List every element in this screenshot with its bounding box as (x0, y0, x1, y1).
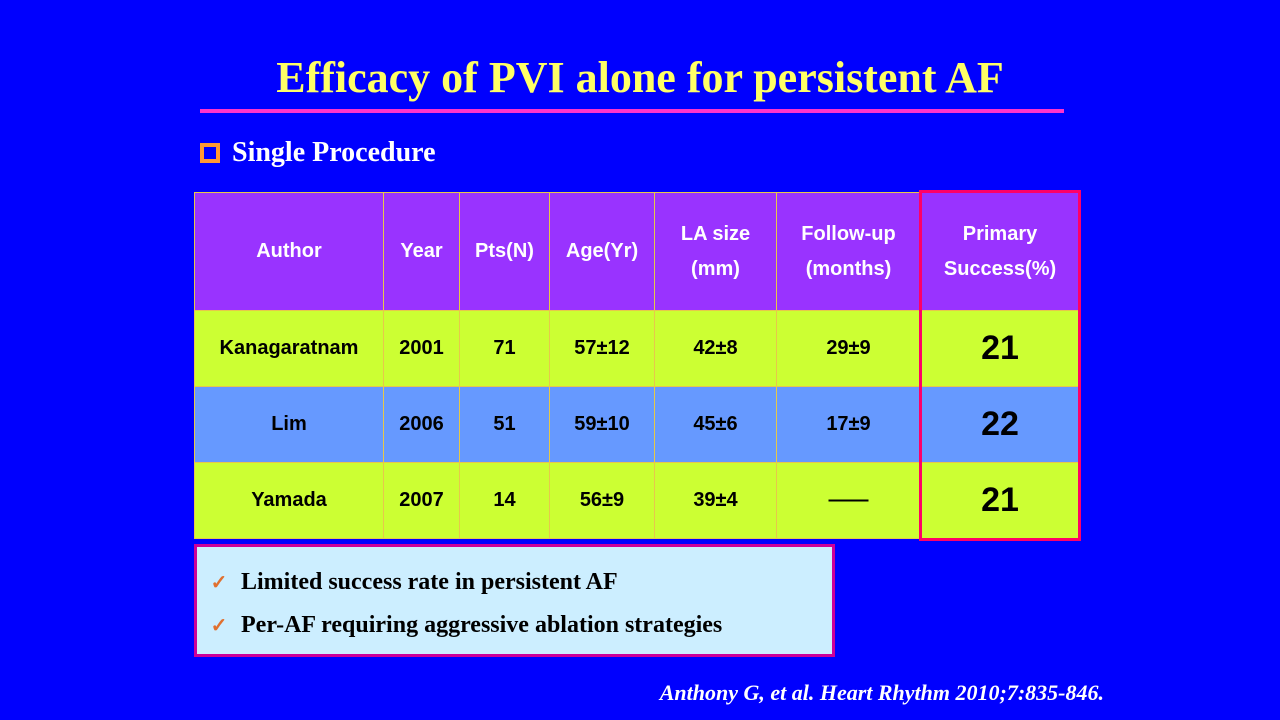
column-header: Follow-up (months) (776, 192, 921, 311)
table-cell: 57±12 (549, 310, 655, 387)
column-header: Author (194, 192, 384, 311)
column-header-line: (months) (805, 257, 892, 280)
column-header: Age(Yr) (549, 192, 655, 311)
table-cell: 39±4 (654, 462, 777, 539)
column-header-line: Primary (962, 222, 1038, 245)
table-row: Lim 2006 51 59±10 45±6 17±9 22 (194, 386, 1080, 463)
table-row: Yamada 2007 14 56±9 39±4 —— 21 (194, 462, 1080, 539)
bullet-text: Limited success rate in persistent AF (241, 569, 618, 595)
bullet-text: Per-AF requiring aggressive ablation str… (241, 612, 723, 638)
bullet-item: ✓ Per-AF requiring aggressive ablation st… (197, 604, 832, 647)
column-header-line: Follow-up (801, 222, 896, 245)
table-cell: 51 (459, 386, 550, 463)
table-cell: —— (776, 462, 921, 539)
table-row: Kanagaratnam 2001 71 57±12 42±8 29±9 21 (194, 310, 1080, 387)
checkmark-icon: ✓ (210, 615, 228, 637)
results-table: Author Year Pts(N) Age(Yr) LA size (mm) Follow… (194, 192, 1080, 539)
column-header: Year (383, 192, 460, 311)
table-cell: 14 (459, 462, 550, 539)
column-header-line: (mm) (691, 257, 740, 280)
table-cell: 29±9 (776, 310, 921, 387)
table-cell: 56±9 (549, 462, 655, 539)
table-cell: Lim (194, 386, 384, 463)
table-cell: 22 (920, 386, 1080, 463)
table-cell: 21 (920, 462, 1080, 539)
table-cell: 17±9 (776, 386, 921, 463)
table-cell: 45±6 (654, 386, 777, 463)
citation: Anthony G, et al. Heart Rhythm 2010;7:83… (659, 680, 1104, 705)
table-cell: 42±8 (654, 310, 777, 387)
column-header-line: LA size (680, 222, 751, 245)
section-heading: Single Procedure (200, 137, 436, 169)
column-header-line: Success(%) (943, 257, 1057, 280)
table-cell: 2006 (383, 386, 460, 463)
table-cell: 59±10 (549, 386, 655, 463)
table-cell: 71 (459, 310, 550, 387)
title-divider (200, 109, 1064, 113)
table-cell: Kanagaratnam (194, 310, 384, 387)
table-cell: 21 (920, 310, 1080, 387)
column-header: Primary Success(%) (920, 192, 1080, 311)
table-cell: 2007 (383, 462, 460, 539)
checkmark-icon: ✓ (210, 572, 228, 594)
square-bullet-icon (200, 143, 220, 163)
column-header-line: Pts(N) (475, 240, 534, 262)
column-header: Pts(N) (459, 192, 550, 311)
section-heading-text: Single Procedure (232, 137, 436, 168)
table-cell: 2001 (383, 310, 460, 387)
column-header-line: Year (400, 240, 443, 262)
table-header-row: Author Year Pts(N) Age(Yr) LA size (mm) Follow… (194, 192, 1080, 311)
table-cell: Yamada (194, 462, 384, 539)
slide-title: Efficacy of PVI alone for persistent AF (276, 53, 1004, 102)
conclusions-box: ✓ Limited success rate in persistent AF ✓… (194, 544, 835, 657)
bullet-item: ✓ Limited success rate in persistent AF (197, 561, 832, 604)
column-header-line: Age(Yr) (565, 240, 639, 262)
column-header: LA size (mm) (654, 192, 777, 311)
column-header-line: Author (256, 240, 322, 262)
